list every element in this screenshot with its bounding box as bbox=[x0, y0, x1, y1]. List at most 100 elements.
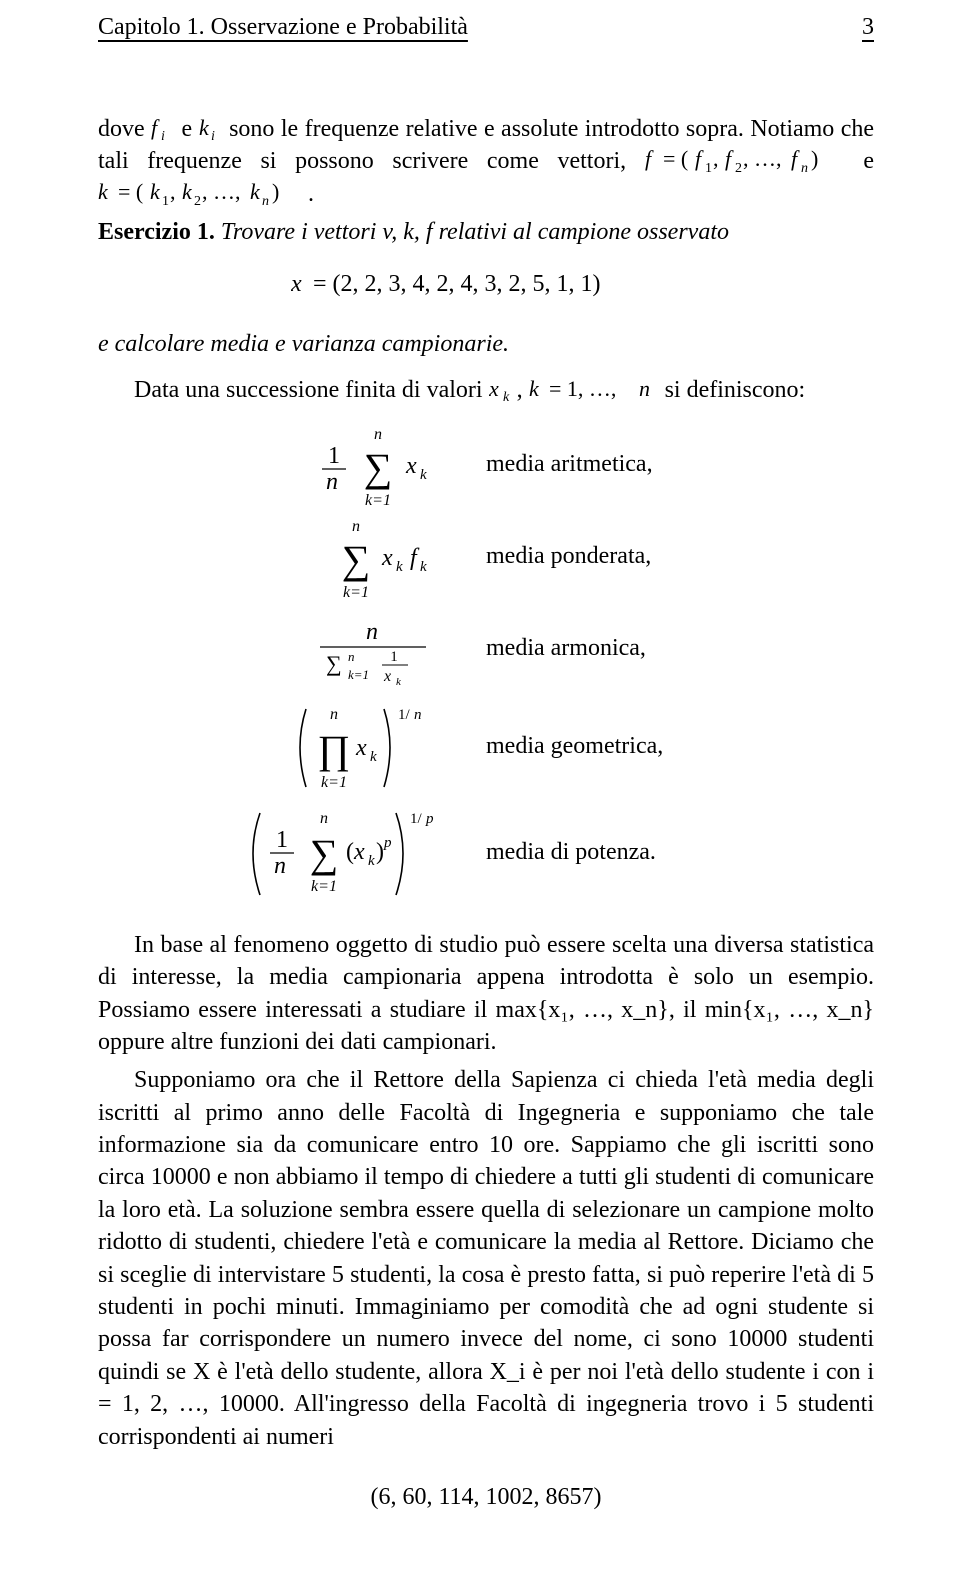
svg-text:(: ( bbox=[346, 839, 354, 865]
svg-text:1/: 1/ bbox=[410, 811, 423, 827]
svg-text:n: n bbox=[352, 518, 360, 535]
svg-text:,: , bbox=[713, 148, 719, 171]
page: Capitolo 1. Osservazione e Probabilità 3… bbox=[0, 0, 960, 1573]
svg-text:1: 1 bbox=[390, 649, 398, 665]
svg-text:n: n bbox=[374, 426, 382, 443]
svg-text:x: x bbox=[383, 668, 391, 685]
svg-text:1: 1 bbox=[162, 194, 169, 207]
svg-text:k: k bbox=[370, 749, 377, 765]
svg-text:1: 1 bbox=[705, 161, 712, 174]
p1-d: e bbox=[863, 148, 874, 174]
label-arithmetic-mean: media aritmetica, bbox=[486, 451, 826, 478]
exercise-equation: x = (2, 2, 3, 4, 2, 4, 3, 2, 5, 1, 1) bbox=[98, 269, 874, 308]
exercise-paragraph: Esercizio 1. Trovare i vettori v, k, f r… bbox=[98, 216, 874, 248]
svg-text:n: n bbox=[639, 380, 650, 401]
svg-text:f: f bbox=[645, 148, 654, 171]
svg-text:∑: ∑ bbox=[326, 651, 342, 676]
student-tuple: (6, 60, 114, 1002, 8657) bbox=[98, 1481, 874, 1513]
label-harmonic-mean: media armonica, bbox=[486, 635, 826, 662]
paragraph-statistica: In base al fenomeno oggetto di studio pu… bbox=[98, 929, 874, 1059]
svg-text:= (: = ( bbox=[118, 181, 143, 204]
svg-text:x: x bbox=[381, 545, 393, 571]
label-weighted-mean: media ponderata, bbox=[486, 543, 826, 570]
svg-text:k: k bbox=[396, 559, 403, 575]
svg-text:n: n bbox=[262, 194, 269, 207]
svg-text:, …,: , …, bbox=[202, 181, 241, 204]
svg-text:n: n bbox=[348, 649, 355, 664]
svg-text:f: f bbox=[791, 148, 800, 171]
svg-text:1/: 1/ bbox=[398, 707, 411, 723]
exercise-label: Esercizio 1. bbox=[98, 219, 221, 245]
svg-text:p: p bbox=[425, 811, 434, 827]
svg-text:= (: = ( bbox=[663, 148, 688, 171]
svg-text:x: x bbox=[355, 735, 367, 761]
formula-weighted-mean: n ∑ k=1 x k f k bbox=[146, 513, 446, 601]
formula-arithmetic-mean: 1 n n ∑ k=1 x k bbox=[146, 421, 446, 509]
svg-text:i: i bbox=[161, 129, 165, 141]
svg-text:1: 1 bbox=[328, 443, 340, 469]
svg-text:n: n bbox=[414, 707, 422, 723]
svg-text:n: n bbox=[326, 469, 338, 495]
svg-text:f: f bbox=[725, 148, 734, 171]
svg-text:2: 2 bbox=[735, 161, 742, 174]
svg-text:i: i bbox=[211, 129, 215, 141]
svg-text:f: f bbox=[151, 119, 160, 140]
svg-text:= (2, 2, 3, 4, 2, 4, 3, 2, 5,: = (2, 2, 3, 4, 2, 4, 3, 2, 5, 1, 1) bbox=[313, 271, 601, 297]
svg-text:k: k bbox=[150, 181, 161, 204]
p1-a: dove bbox=[98, 116, 151, 142]
page-number: 3 bbox=[862, 14, 874, 41]
formula-power-mean: 1 n n ∑ k=1 ( x k ) p 1/ p bbox=[146, 801, 446, 905]
svg-text:f: f bbox=[410, 545, 420, 571]
svg-text:n: n bbox=[320, 810, 328, 827]
p1-b: e bbox=[182, 116, 199, 142]
formula-harmonic-mean: n ∑ n k=1 1 x k bbox=[146, 605, 446, 693]
svg-text:∑: ∑ bbox=[310, 831, 339, 876]
definitions-grid: 1 n n ∑ k=1 x k media aritmetica, n ∑ k=… bbox=[98, 421, 874, 905]
svg-text:2: 2 bbox=[194, 194, 201, 207]
svg-text:n: n bbox=[330, 706, 338, 723]
svg-text:∏: ∏ bbox=[318, 727, 351, 772]
svg-text:): ) bbox=[811, 148, 818, 171]
p1-e: . bbox=[308, 181, 314, 207]
svg-text:x: x bbox=[489, 380, 499, 401]
exercise-text-a: Trovare i vettori v, k, f relativi al ca… bbox=[221, 219, 729, 245]
svg-text:, …,: , …, bbox=[743, 148, 782, 171]
svg-text:p: p bbox=[383, 835, 392, 851]
formula-geometric-mean: n ∏ k=1 x k 1/ n bbox=[146, 697, 446, 797]
succ-c: si definiscono: bbox=[665, 377, 806, 403]
paragraph-rettore: Supponiamo ora che il Rettore della Sapi… bbox=[98, 1064, 874, 1453]
svg-text:n: n bbox=[801, 161, 808, 174]
math-kvec: k = ( k 1 , k 2 , …, k n ) bbox=[98, 181, 308, 207]
svg-text:,: , bbox=[170, 181, 176, 204]
svg-text:x: x bbox=[405, 453, 417, 479]
math-ki: k i bbox=[199, 119, 223, 141]
svg-text:= 1, …,: = 1, …, bbox=[549, 380, 616, 401]
svg-text:k: k bbox=[420, 467, 427, 483]
svg-text:k: k bbox=[199, 119, 210, 140]
math-rng: k = 1, …, n bbox=[529, 380, 659, 402]
svg-text:n: n bbox=[274, 853, 286, 879]
svg-text:∑: ∑ bbox=[342, 537, 371, 582]
running-header: Capitolo 1. Osservazione e Probabilità 3 bbox=[98, 14, 874, 41]
svg-text:x: x bbox=[353, 839, 365, 865]
svg-text:f: f bbox=[695, 148, 704, 171]
math-fi: f i bbox=[151, 119, 175, 141]
svg-text:k=1: k=1 bbox=[365, 492, 391, 509]
svg-text:k=1: k=1 bbox=[348, 667, 369, 682]
svg-text:k: k bbox=[529, 380, 540, 401]
svg-text:): ) bbox=[272, 181, 279, 204]
succ-a: Data una successione finita di valori bbox=[134, 377, 489, 403]
svg-text:k: k bbox=[182, 181, 193, 204]
svg-text:k: k bbox=[98, 181, 109, 204]
paragraph-intro: dove f i e k i sono le frequenze relativ… bbox=[98, 113, 874, 210]
chapter-label: Capitolo 1. Osservazione e Probabilità bbox=[98, 14, 468, 41]
svg-text:k: k bbox=[503, 390, 510, 402]
svg-text:k: k bbox=[396, 676, 402, 687]
succession-paragraph: Data una successione finita di valori x … bbox=[98, 374, 874, 406]
svg-text:k=1: k=1 bbox=[311, 878, 337, 895]
succ-b: , bbox=[517, 377, 529, 403]
svg-text:k: k bbox=[368, 853, 375, 869]
svg-text:x: x bbox=[291, 271, 302, 297]
svg-text:∑: ∑ bbox=[364, 445, 393, 490]
svg-text:n: n bbox=[366, 619, 378, 645]
